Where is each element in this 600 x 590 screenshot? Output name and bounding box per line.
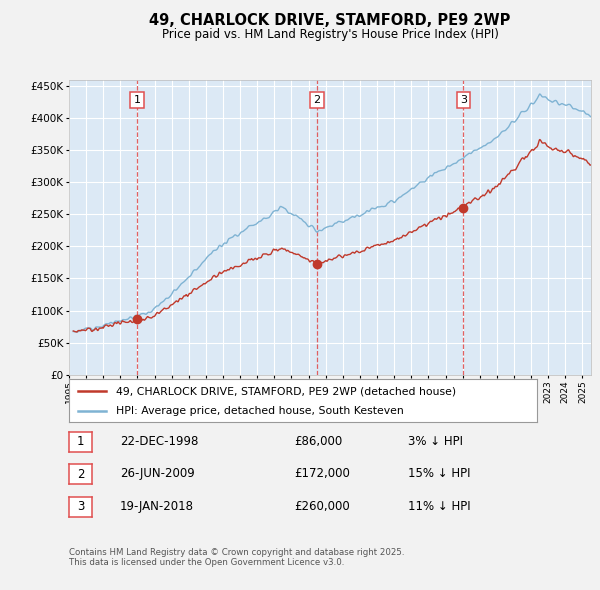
Text: 49, CHARLOCK DRIVE, STAMFORD, PE9 2WP (detached house): 49, CHARLOCK DRIVE, STAMFORD, PE9 2WP (d… [116, 386, 456, 396]
Text: 2: 2 [77, 468, 84, 481]
Text: £172,000: £172,000 [294, 467, 350, 480]
Text: 3% ↓ HPI: 3% ↓ HPI [408, 435, 463, 448]
Text: 26-JUN-2009: 26-JUN-2009 [120, 467, 195, 480]
Text: Price paid vs. HM Land Registry's House Price Index (HPI): Price paid vs. HM Land Registry's House … [161, 28, 499, 41]
Text: 3: 3 [460, 96, 467, 105]
Text: 1: 1 [133, 96, 140, 105]
Text: 15% ↓ HPI: 15% ↓ HPI [408, 467, 470, 480]
Text: 2: 2 [313, 96, 320, 105]
Text: 19-JAN-2018: 19-JAN-2018 [120, 500, 194, 513]
Text: 22-DEC-1998: 22-DEC-1998 [120, 435, 199, 448]
Text: £260,000: £260,000 [294, 500, 350, 513]
Text: 1: 1 [77, 435, 84, 448]
Text: 49, CHARLOCK DRIVE, STAMFORD, PE9 2WP: 49, CHARLOCK DRIVE, STAMFORD, PE9 2WP [149, 13, 511, 28]
Text: 3: 3 [77, 500, 84, 513]
Text: Contains HM Land Registry data © Crown copyright and database right 2025.
This d: Contains HM Land Registry data © Crown c… [69, 548, 404, 567]
Text: 11% ↓ HPI: 11% ↓ HPI [408, 500, 470, 513]
Text: HPI: Average price, detached house, South Kesteven: HPI: Average price, detached house, Sout… [116, 407, 404, 416]
Text: £86,000: £86,000 [294, 435, 342, 448]
